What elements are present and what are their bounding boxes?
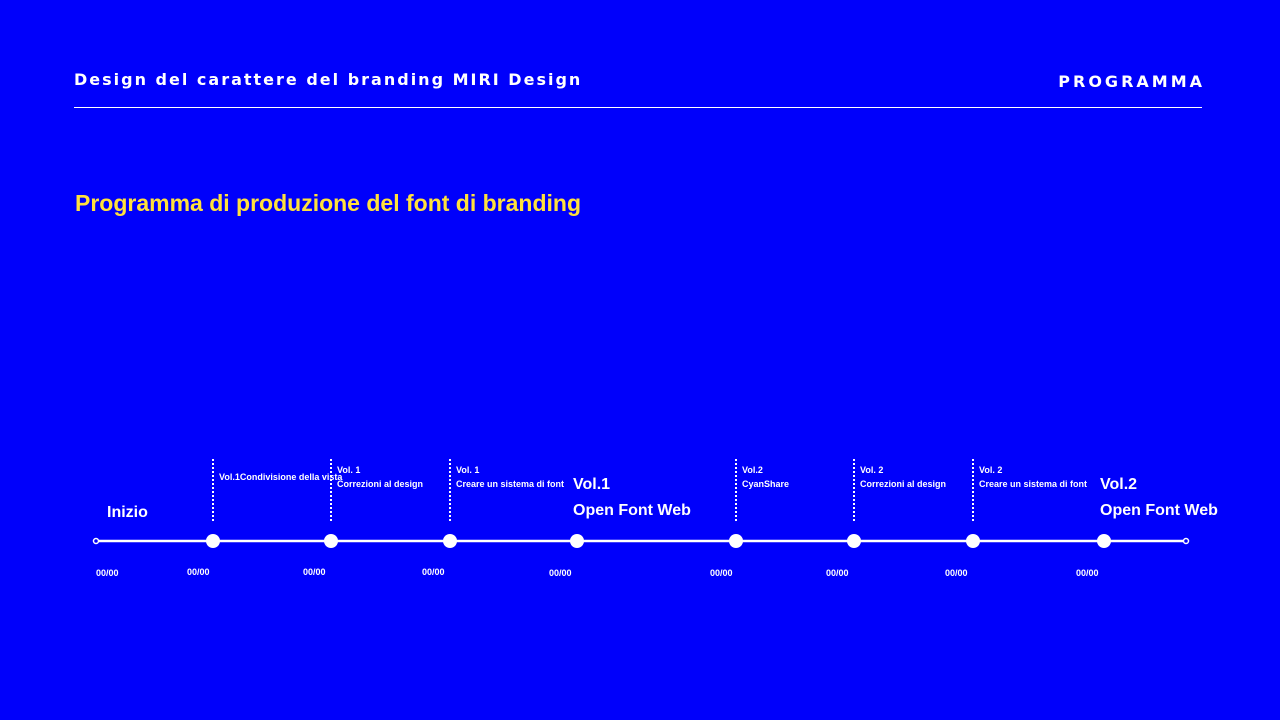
label-line: Vol. 2 (979, 465, 1003, 475)
label-line: Open Font Web (1100, 502, 1218, 519)
milestone-dot (729, 534, 743, 548)
start-point (92, 537, 100, 545)
label-line: Vol.1Condivisione della vista (219, 472, 343, 482)
milestone-date: 00/00 (710, 568, 733, 578)
milestone-label: Vol. 2 Creare un sistema di font (979, 463, 1087, 491)
label-line: Vol. 2 (860, 465, 884, 475)
milestone-date: 00/00 (1076, 568, 1099, 578)
milestone-dot (206, 534, 220, 548)
milestone-date: 00/00 (945, 568, 968, 578)
milestone-label: Vol.2 CyanShare (742, 463, 789, 491)
label-line: Vol. 1 (337, 465, 361, 475)
milestone-label: Vol. 1 Creare un sistema di font (456, 463, 564, 491)
label-line: Correzioni al design (337, 479, 424, 489)
header-section: PROGRAMMA (1058, 72, 1205, 91)
label-line: Vol.2 (1100, 476, 1138, 493)
milestone-dot (1097, 534, 1111, 548)
label-line: Correzioni al design (860, 479, 947, 489)
header-title: Design del carattere del branding MIRI D… (74, 70, 583, 89)
label-line: Vol.1 (573, 476, 611, 493)
milestone-date: 00/00 (187, 567, 210, 577)
milestone-label: Vol.2 Open Font Web (1100, 472, 1218, 524)
label-line: Open Font Web (573, 502, 691, 519)
milestone-label: Inizio (107, 500, 148, 526)
milestone-dot (324, 534, 338, 548)
label-line: Creare un sistema di font (456, 479, 565, 489)
label-line: CyanShare (742, 479, 790, 489)
milestone-dot (443, 534, 457, 548)
milestone-label: Vol. 1 Correzioni al design (337, 463, 423, 491)
milestone-label: Vol.1 Open Font Web (573, 472, 691, 524)
milestone-date: 00/00 (826, 568, 849, 578)
milestone-label: Vol.1Condivisione della vista (219, 470, 342, 484)
milestone-dot (570, 534, 584, 548)
milestone-date: 00/00 (303, 567, 326, 577)
heading: Programma di produzione del font di bran… (75, 190, 581, 216)
milestone-date: 00/00 (422, 567, 445, 577)
milestone-label: Vol. 2 Correzioni al design (860, 463, 946, 491)
milestone-dot (966, 534, 980, 548)
milestone-date: 00/00 (549, 568, 572, 578)
label-line: Creare un sistema di font (979, 479, 1088, 489)
label-line: Inizio (107, 504, 148, 521)
milestone-date: 00/00 (96, 568, 119, 578)
milestone-dot (847, 534, 861, 548)
label-line: Vol.2 (742, 465, 763, 475)
label-line: Vol. 1 (456, 465, 480, 475)
header-rule (74, 107, 1202, 108)
